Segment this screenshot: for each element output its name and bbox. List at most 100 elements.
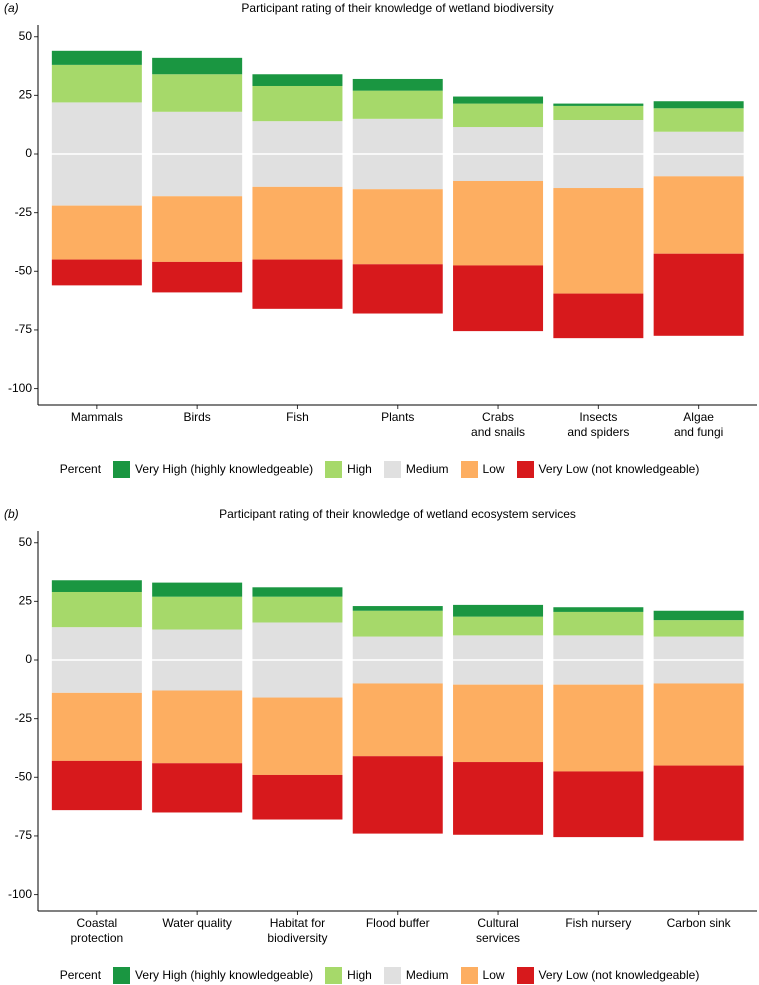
x-tick-label: Mammals [70,410,123,424]
bar-segment [252,587,343,597]
x-tick-label: Insects and spiders [567,410,630,439]
bar-segment [152,690,243,764]
legend-label: Very Low (not knowledgeable) [538,968,700,982]
bar-segment [152,582,243,597]
legend-key [113,460,131,478]
bar-segment [352,189,443,265]
legend-key [460,460,478,478]
x-tick-label: Water quality [162,916,232,930]
bar-segment [453,684,544,763]
bar-segment [453,180,544,266]
bar-segment [51,64,142,103]
bar-segment [51,205,142,260]
x-tick-label: Algae and fungi [673,410,724,439]
bar-segment [51,259,142,286]
x-tick-label: Birds [183,410,211,424]
legend-title: Percent [59,462,102,476]
legend-title: Percent [59,968,102,982]
legend-label: Very High (highly knowledgeable) [135,462,314,476]
legend-label: Low [482,462,505,476]
bar-segment [352,90,443,119]
x-tick-label: Flood buffer [365,916,430,930]
legend-item: Medium [383,460,449,478]
x-tick-label: Plants [381,410,415,424]
legend-label: Medium [405,462,449,476]
panel-label: (a) [4,1,19,15]
bar-segment [51,580,142,592]
y-tick-label: -50 [15,769,33,783]
legend-label: High [347,968,372,982]
legend-label: Very High (highly knowledgeable) [135,968,314,982]
legend-item: High [325,966,372,984]
bar-segment [352,756,443,834]
bar-segment [653,101,744,109]
bar-segment [152,196,243,262]
bar-segment [453,604,544,617]
legend-key [460,966,478,984]
legend-item: Medium [383,966,449,984]
bar-segment [352,78,443,91]
bar-segment [252,74,343,86]
bar-segment [453,103,544,128]
legend-item: Low [460,966,505,984]
bar-segment [352,264,443,314]
y-tick-label: 0 [25,146,32,160]
bar-segment [553,607,644,612]
legend-label: Very Low (not knowledgeable) [538,462,700,476]
legend-label: High [347,462,372,476]
bar-segment [152,763,243,813]
chart-title: Participant rating of their knowledge of… [241,1,553,15]
bar-segment [453,265,544,332]
legend-item: Very High (highly knowledgeable) [113,966,314,984]
x-tick-label: Crabs and snails [471,410,526,439]
bar-segment [553,105,644,120]
chart-title: Participant rating of their knowledge of… [219,507,576,521]
bar-segment [453,96,544,104]
bar-segment [252,697,343,775]
bar-segment [653,108,744,132]
bar-segment [252,774,343,820]
y-tick-label: -100 [8,887,32,901]
bar-segment [152,74,243,112]
bar-segment [352,683,443,757]
bar-segment [352,606,443,611]
legend-key [325,460,343,478]
legend: Percent Very High (highly knowledgeable) H… [0,965,759,985]
legend-label: Medium [405,968,449,982]
bar-segment [252,85,343,122]
legend-item: Very Low (not knowledgeable) [516,460,700,478]
x-tick-label: Cultural services [476,916,521,945]
y-tick-label: 50 [19,535,33,549]
legend: Percent Very High (highly knowledgeable) H… [0,459,759,479]
bar-segment [653,683,744,766]
bar-segment [553,684,644,772]
bar-segment [51,591,142,628]
bar-segment [653,253,744,336]
y-tick-label: -25 [15,205,33,219]
y-tick-label: -75 [15,322,33,336]
legend-key [383,460,401,478]
bar-segment [653,620,744,637]
panel-label: (b) [4,507,19,521]
bar-segment [553,293,644,339]
legend-item: Very High (highly knowledgeable) [113,460,314,478]
bar-segment [453,762,544,835]
legend-key [113,966,131,984]
y-tick-label: 0 [25,652,32,666]
bar-segment [653,610,744,621]
legend-key [383,966,401,984]
bar-segment [51,50,142,65]
y-tick-label: -25 [15,711,33,725]
x-tick-label: Fish nursery [565,916,632,930]
bar-segment [252,186,343,260]
x-tick-label: Coastal protection [70,916,124,945]
x-tick-label: Carbon sink [666,916,731,930]
bar-segment [352,610,443,637]
legend-key [325,966,343,984]
y-tick-label: 25 [19,88,33,102]
legend-item: Very Low (not knowledgeable) [516,966,700,984]
bar-segment [453,616,544,636]
bar-segment [51,692,142,761]
